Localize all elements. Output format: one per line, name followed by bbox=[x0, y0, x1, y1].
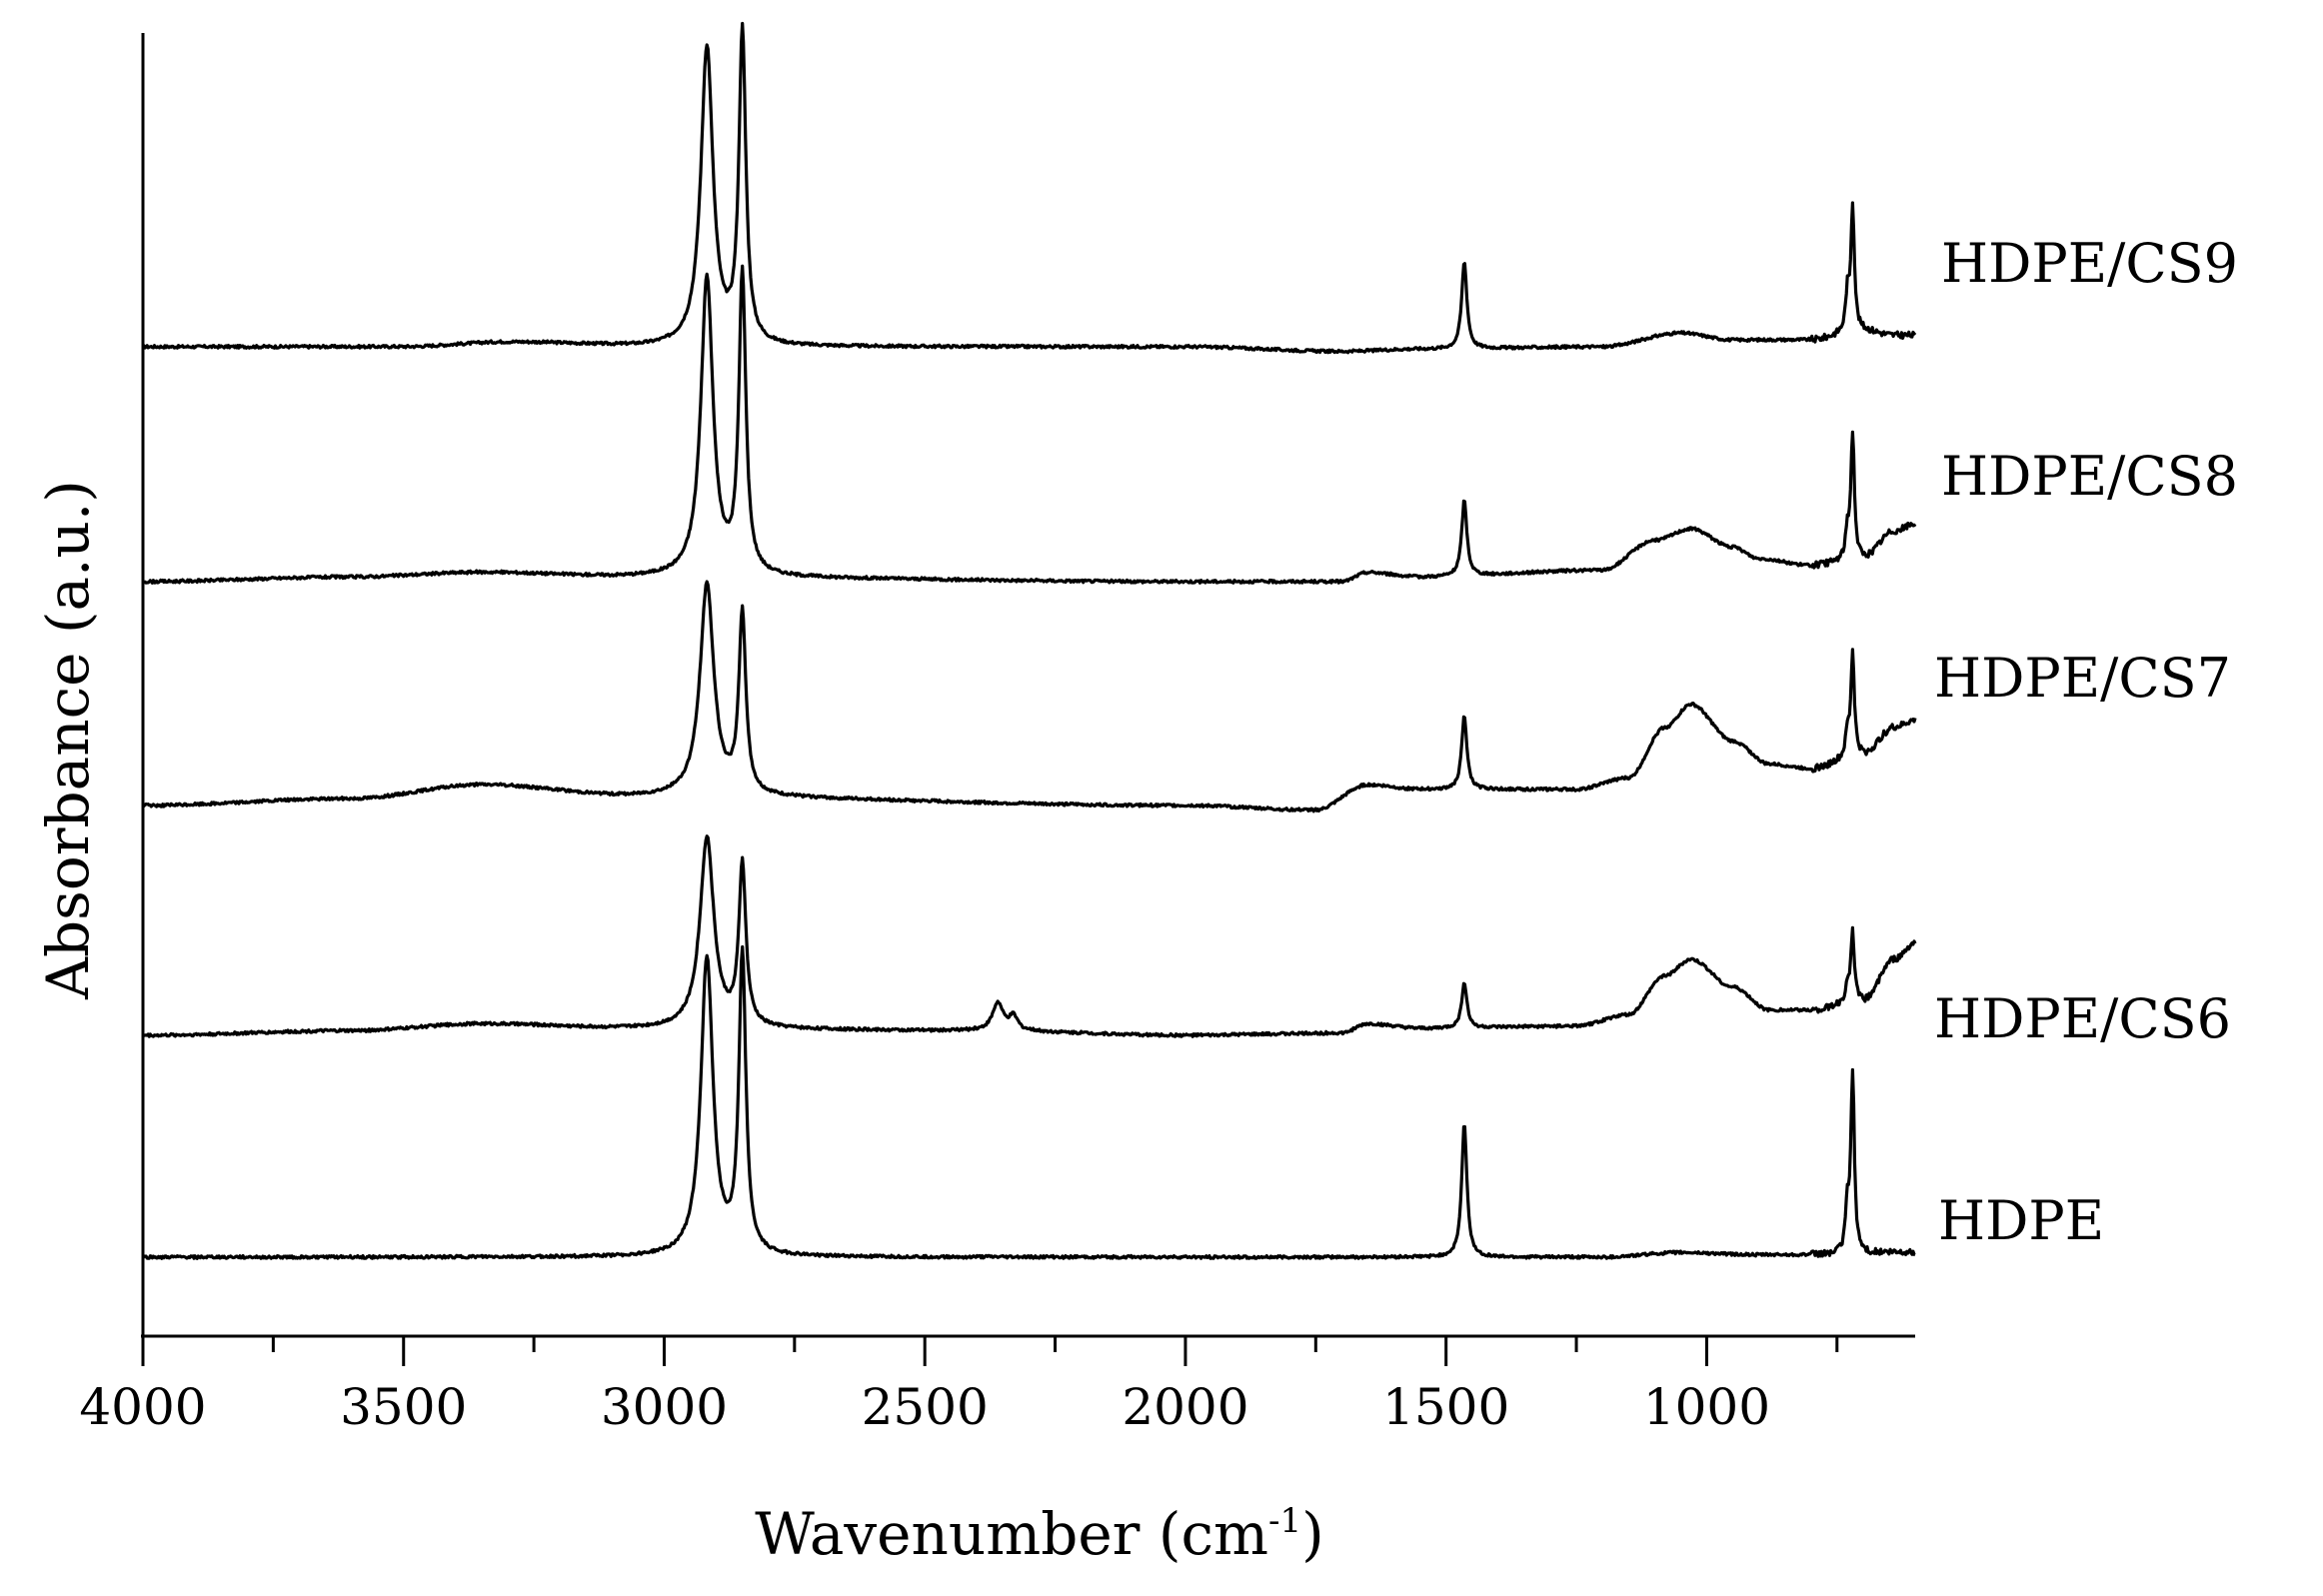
spectrum-hdpe-cs7 bbox=[142, 580, 1917, 813]
x-axis-title: Wavenumber (cm-1) bbox=[755, 1500, 1323, 1568]
series-label-hdpe-cs8: HDPE/CS8 bbox=[1941, 445, 2238, 508]
axes bbox=[141, 33, 1915, 1338]
spectrum-hdpe-cs9 bbox=[142, 21, 1917, 355]
spectrum-hdpe-cs6 bbox=[142, 834, 1917, 1038]
x-tick-label-1000: 1000 bbox=[1643, 1378, 1770, 1436]
x-tick-label-3500: 3500 bbox=[340, 1378, 467, 1436]
series-label-hdpe-cs9: HDPE/CS9 bbox=[1941, 232, 2238, 295]
x-tick-label-1500: 1500 bbox=[1382, 1378, 1509, 1436]
series-label-hdpe: HDPE bbox=[1938, 1189, 2104, 1252]
x-tick-label-2500: 2500 bbox=[862, 1378, 989, 1436]
y-axis-title: Absorbance (a.u.) bbox=[34, 480, 102, 1000]
series-labels: HDPE/CS9 HDPE/CS8 HDPE/CS7 HDPE/CS6 HDPE bbox=[1934, 232, 2238, 1252]
spectrum-hdpe-cs8 bbox=[142, 264, 1917, 585]
x-ticks bbox=[141, 1336, 1839, 1366]
series-label-hdpe-cs6: HDPE/CS6 bbox=[1934, 987, 2231, 1050]
x-tick-label-2000: 2000 bbox=[1122, 1378, 1248, 1436]
x-tick-labels: 4000 3500 3000 2500 2000 1500 1000 bbox=[79, 1378, 1770, 1436]
spectra bbox=[141, 21, 1917, 1260]
x-tick-label-4000: 4000 bbox=[79, 1378, 206, 1436]
x-tick-label-3000: 3000 bbox=[601, 1378, 728, 1436]
spectrum-hdpe bbox=[141, 944, 1916, 1260]
series-label-hdpe-cs7: HDPE/CS7 bbox=[1934, 647, 2231, 710]
